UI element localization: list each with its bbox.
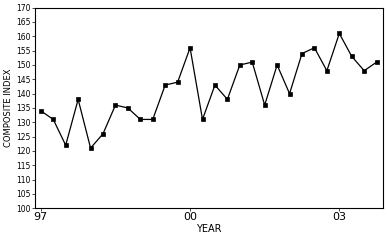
Y-axis label: COMPOSITE INDEX: COMPOSITE INDEX bbox=[4, 69, 13, 147]
X-axis label: YEAR: YEAR bbox=[196, 224, 221, 234]
